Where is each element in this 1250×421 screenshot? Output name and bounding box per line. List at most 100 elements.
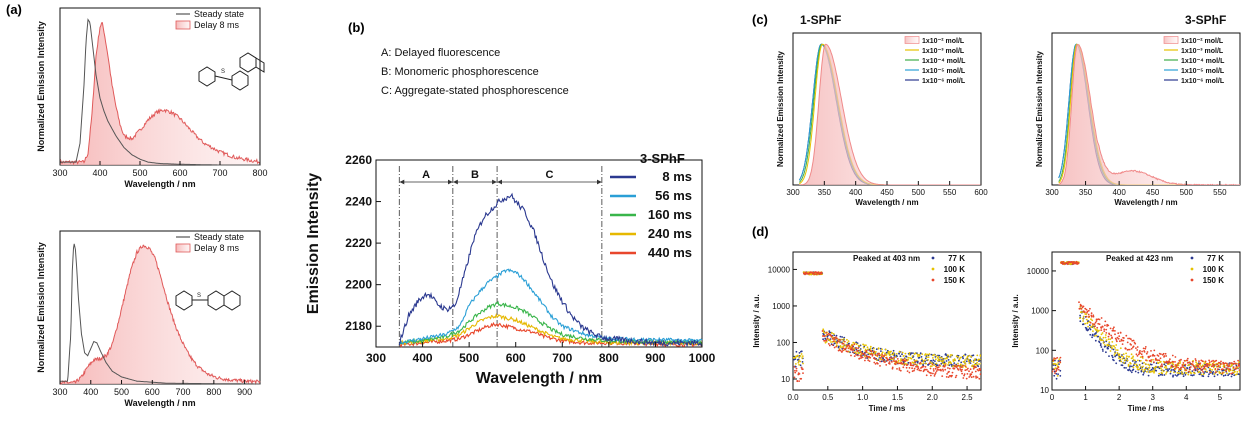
x-tick-label: 400 — [92, 168, 107, 178]
series-line — [59, 22, 261, 166]
y-tick-label: 100 — [1036, 346, 1050, 355]
x-tick-label: 300 — [52, 387, 67, 397]
plot-frame — [792, 251, 982, 391]
series-line — [799, 43, 981, 185]
x-tick-label: 3 — [1150, 393, 1155, 402]
legend-swatch — [1190, 267, 1194, 271]
x-tick-label: 1000 — [689, 351, 716, 365]
x-tick-label: 600 — [506, 351, 526, 365]
plot-frame — [375, 159, 703, 348]
series-points — [793, 271, 981, 369]
y-axis-label: Normalized Emission Intensity — [36, 21, 46, 152]
plot-frame — [1051, 251, 1241, 391]
x-tick-label: 800 — [599, 351, 619, 365]
x-tick-label: 300 — [786, 188, 800, 197]
x-tick-label: 600 — [145, 387, 160, 397]
series-area — [60, 22, 260, 166]
y-tick-label: 2200 — [345, 278, 372, 292]
x-tick-label: 450 — [880, 188, 894, 197]
series-points — [793, 271, 981, 383]
svg-text:S: S — [221, 69, 225, 75]
y-tick-label: 10000 — [768, 265, 791, 274]
x-axis-label: Time / ms — [1128, 404, 1165, 413]
legend-label: 150 K — [1203, 276, 1225, 285]
legend-label: 160 ms — [648, 207, 692, 222]
legend-label: 240 ms — [648, 226, 692, 241]
y-axis-label: Normalized Emission Intensity — [776, 50, 785, 167]
y-tick-label: 10 — [1040, 386, 1049, 395]
x-tick-label: 550 — [1213, 188, 1227, 197]
x-axis-label: Time / ms — [869, 404, 906, 413]
x-axis-label: Wavelength / nm — [124, 179, 195, 189]
annotation-text: Peaked at 403 nm — [853, 254, 920, 263]
series-points — [1052, 260, 1240, 375]
x-tick-label: 1 — [1083, 393, 1088, 402]
x-axis-label: Wavelength / nm — [1114, 198, 1177, 207]
x-tick-label: 500 — [1180, 188, 1194, 197]
y-tick-label: 1000 — [1031, 307, 1049, 316]
molecule-structure-icon: S — [175, 290, 241, 311]
legend-label: 56 ms — [655, 188, 692, 203]
x-tick-label: 350 — [818, 188, 832, 197]
x-tick-label: 900 — [237, 387, 252, 397]
chart-c2: 3-SPhF 300 350 400 450 500 550 Wavelength / nm N… — [1035, 13, 1241, 207]
legend-label: 150 K — [944, 276, 966, 285]
y-axis-label: Normalized Emission Intensity — [1035, 50, 1044, 167]
legend-label: 440 ms — [648, 245, 692, 260]
chart-b: A: Delayed fluorescence B: Monomeric phos… — [305, 47, 716, 387]
legend-label: 100 K — [944, 265, 966, 274]
annotation-text: A: Delayed fluorescence — [381, 47, 500, 59]
x-tick-label: 1.5 — [892, 393, 904, 402]
series-points — [793, 271, 981, 369]
legend-label: Steady state — [194, 232, 244, 242]
panel-letter-a: (a) — [6, 2, 22, 17]
x-tick-label: 2.5 — [962, 393, 974, 402]
legend-label: 8 ms — [662, 169, 692, 184]
y-tick-label: 2240 — [345, 195, 372, 209]
x-tick-label: 600 — [974, 188, 988, 197]
x-tick-label: 450 — [1146, 188, 1160, 197]
series-line — [398, 268, 703, 345]
x-tick-label: 400 — [413, 351, 433, 365]
y-axis-label: Emission Intensity — [305, 173, 322, 314]
x-tick-label: 4 — [1184, 393, 1189, 402]
x-tick-label: 500 — [912, 188, 926, 197]
legend-title: 3-SPhF — [640, 151, 685, 166]
legend-label: 1x10⁻⁴ mol/L — [1181, 58, 1225, 65]
legend-swatch — [1190, 278, 1194, 282]
x-tick-label: 700 — [552, 351, 572, 365]
chart-d1: 10 100 1000 10000 0.0 0.5 1.0 1.5 2.0 2.5 Time / m… — [752, 251, 982, 413]
panel-letter-b: (b) — [348, 20, 365, 35]
legend-label: Steady state — [194, 9, 244, 19]
chart-c1: 1-SPhF 300 350 400 450 500 550 600 Wavelength / … — [776, 13, 988, 207]
legend-label: 1x10⁻⁵ mol/L — [1181, 68, 1225, 75]
panel-letter-c: (c) — [752, 12, 768, 27]
x-tick-label: 550 — [943, 188, 957, 197]
legend-swatch — [1190, 256, 1194, 260]
region-label: B — [471, 169, 479, 181]
legend-swatch — [1163, 36, 1179, 44]
plot-area — [793, 271, 981, 383]
legend-swatch — [175, 243, 191, 253]
x-axis-label: Wavelength / nm — [476, 370, 603, 387]
legend-label: Delay 8 ms — [194, 243, 240, 253]
legend-label: 1x10⁻³ mol/L — [1181, 48, 1224, 55]
annotation-text: C: Aggregate-stated phosphorescence — [381, 85, 569, 97]
region-label: A — [422, 169, 430, 181]
x-axis-label: Wavelength / nm — [855, 198, 918, 207]
y-tick-label: 100 — [777, 338, 791, 347]
x-tick-label: 900 — [645, 351, 665, 365]
series-line — [398, 192, 703, 348]
series-line — [60, 243, 260, 385]
legend-swatch — [931, 256, 935, 260]
x-tick-label: 0.0 — [787, 393, 799, 402]
legend-swatch — [931, 267, 935, 271]
legend-label: Delay 8 ms — [194, 20, 240, 30]
legend-label: 77 K — [948, 254, 965, 263]
y-axis-label: Normalized Emission Intensity — [36, 242, 46, 373]
legend-label: 1x10⁻² mol/L — [1181, 38, 1224, 45]
series-line — [59, 244, 261, 386]
x-tick-label: 2.0 — [927, 393, 939, 402]
legend-swatch — [175, 20, 191, 30]
y-tick-label: 2180 — [345, 319, 372, 333]
